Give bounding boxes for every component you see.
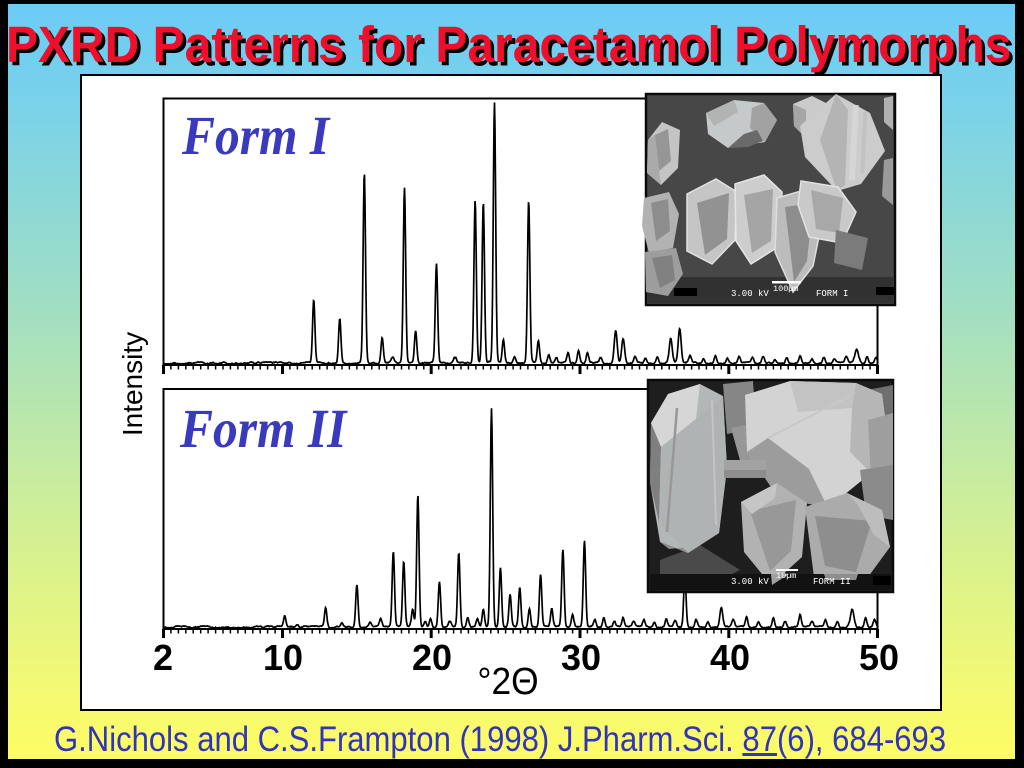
svg-text:10µm: 10µm — [776, 571, 796, 581]
svg-text:3.00 kV: 3.00 kV — [731, 577, 769, 587]
svg-text:FORM II: FORM II — [813, 577, 851, 587]
svg-text:3.00 kV: 3.00 kV — [731, 289, 769, 299]
svg-text:FORM I: FORM I — [816, 289, 848, 299]
svg-text:100µm: 100µm — [773, 284, 799, 294]
